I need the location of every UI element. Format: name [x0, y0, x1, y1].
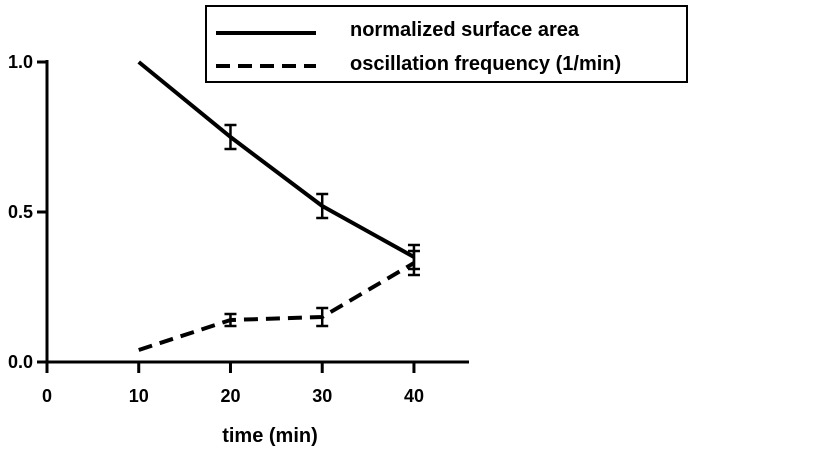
x-axis-title: time (min) — [222, 425, 318, 447]
x-tick-label: 40 — [404, 386, 424, 406]
legend: normalized surface area oscillation freq… — [205, 5, 688, 83]
x-ticks: 0 10 20 30 40 — [42, 362, 424, 406]
series-layer — [137, 60, 420, 352]
y-tick-label: 0.5 — [8, 202, 33, 222]
x-tick-label: 30 — [312, 386, 332, 406]
x-tick-label: 10 — [129, 386, 149, 406]
y-tick-label: 0.0 — [8, 352, 33, 372]
legend-label-surface-area: normalized surface area — [350, 19, 580, 41]
error-bar — [407, 249, 420, 277]
error-bar — [224, 312, 237, 328]
legend-box — [205, 5, 688, 83]
y-ticks: 0.0 0.5 1.0 — [8, 52, 47, 372]
error-bar — [224, 123, 237, 151]
series-line-surface-area — [137, 60, 415, 259]
x-tick-label: 0 — [42, 386, 52, 406]
x-tick-label: 20 — [220, 386, 240, 406]
legend-label-oscillation-frequency: oscillation frequency (1/min) — [350, 53, 621, 75]
y-tick-label: 1.0 — [8, 52, 33, 72]
series-line-oscillation-frequency — [138, 261, 415, 352]
error-bar — [316, 306, 329, 328]
error-bar — [316, 192, 329, 220]
